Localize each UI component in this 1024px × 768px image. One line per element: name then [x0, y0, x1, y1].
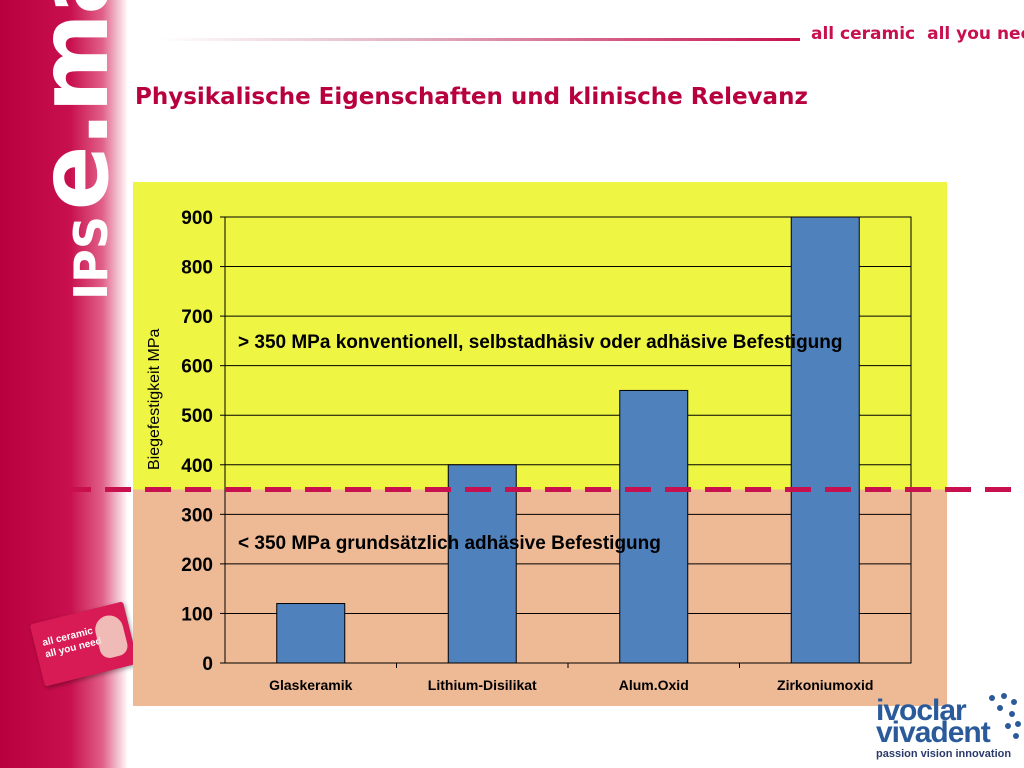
- y-tick-label: 800: [181, 258, 213, 279]
- x-tick-label: Alum.Oxid: [619, 677, 689, 693]
- logo-line2: vivadent: [876, 716, 991, 749]
- bar-alum-oxid: [619, 389, 689, 664]
- logo-dots-icon: [989, 693, 1021, 739]
- y-tick-label: 300: [181, 505, 213, 526]
- x-tick-label: Glaskeramik: [269, 677, 352, 693]
- y-axis-label: Biegefestigkeit MPa: [146, 328, 163, 470]
- tagline-right: all you need: [927, 24, 1024, 44]
- x-tick-labels: Glaskeramik Lithium-Disilikat Alum.Oxid Zir…: [269, 677, 873, 693]
- slide-title: Physikalische Eigenschaften und klinisch…: [135, 84, 808, 110]
- y-tick-label: 900: [181, 208, 213, 229]
- y-tick-label: 700: [181, 307, 213, 328]
- header-divider: [160, 38, 800, 41]
- x-tick-label: Zirkoniumoxid: [777, 677, 873, 693]
- annotation-above-threshold: > 350 MPa konventionell, selbstadhäsiv o…: [238, 332, 843, 353]
- y-tick-label: 500: [181, 406, 213, 427]
- y-tick-labels: 0 100 200 300 400 500 600 700 800 900: [181, 208, 213, 675]
- y-tick-label: 100: [181, 604, 213, 625]
- tagline-left: all ceramic: [811, 24, 916, 44]
- y-tick-label: 600: [181, 357, 213, 378]
- logo-slogan: passion vision innovation: [876, 748, 1012, 760]
- logo-line1: ivoclar: [876, 694, 967, 727]
- y-tick-label: 200: [181, 555, 213, 576]
- annotation-below-threshold: < 350 MPa grundsätzlich adhäsive Befesti…: [238, 533, 661, 554]
- bars: [276, 216, 860, 668]
- bar-zirkoniumoxid: [790, 216, 860, 664]
- tagline: all ceramic all you need: [811, 24, 1024, 44]
- ivoclar-vivadent-logo: ivoclar vivadent passion vision innovati…: [872, 690, 1022, 768]
- bar-glaskeramik: [276, 603, 346, 664]
- bar-lithium-disilikat: [447, 464, 517, 664]
- x-tick-label: Lithium-Disilikat: [428, 677, 537, 693]
- y-tick-label: 0: [202, 654, 213, 675]
- y-tick-label: 400: [181, 456, 213, 477]
